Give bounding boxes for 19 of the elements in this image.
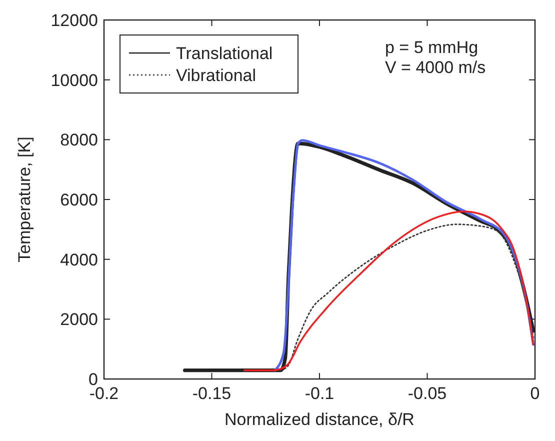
y-tick-label: 2000	[60, 310, 98, 330]
legend-label: Vibrational	[176, 66, 256, 85]
y-tick-label: 10000	[50, 70, 98, 90]
y-tick-label: 4000	[60, 250, 98, 270]
line-series	[280, 224, 534, 372]
y-tick-label: 12000	[50, 11, 98, 30]
annotation: V = 4000 m/s	[385, 58, 486, 77]
line-series	[274, 139, 534, 372]
y-axis-title: Temperature, [K]	[15, 136, 34, 262]
line-series	[243, 210, 534, 372]
x-tick-label: 0	[530, 384, 540, 403]
annotation: p = 5 mmHg	[385, 38, 478, 57]
x-axis-title: Normalized distance, δ/R	[224, 410, 414, 429]
legend-label: Translational	[176, 44, 273, 63]
y-tick-label: 6000	[60, 190, 98, 210]
x-tick-label: -0.1	[304, 384, 334, 403]
x-tick-label: -0.15	[192, 384, 232, 403]
x-tick-label: -0.05	[408, 384, 447, 403]
y-tick-label: 8000	[60, 130, 98, 150]
